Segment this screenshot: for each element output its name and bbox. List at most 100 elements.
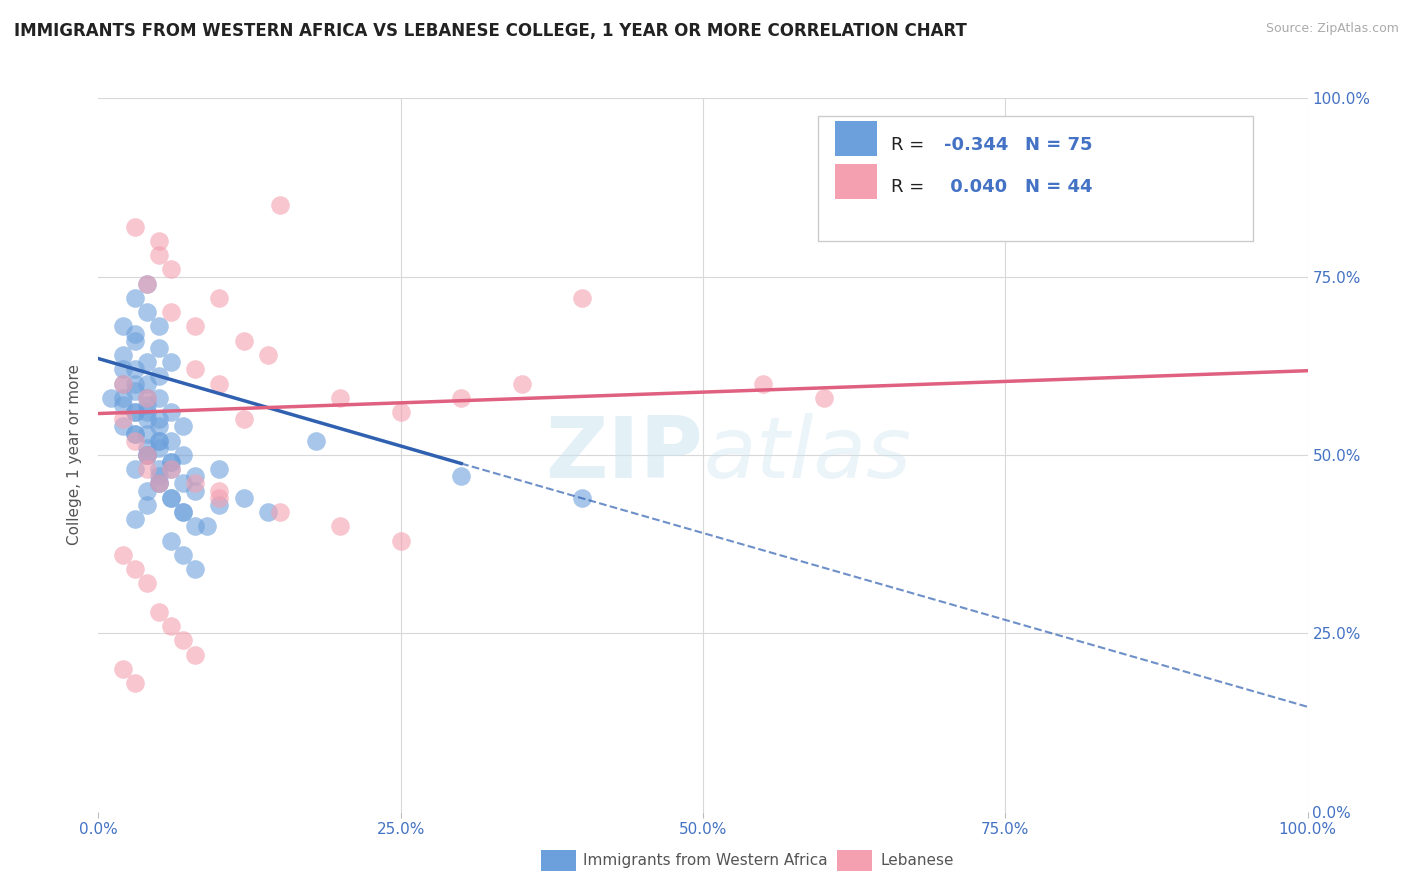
Point <box>160 462 183 476</box>
Point <box>160 355 183 369</box>
Point <box>111 319 134 334</box>
Point <box>269 198 291 212</box>
Point <box>135 277 157 291</box>
Text: Source: ZipAtlas.com: Source: ZipAtlas.com <box>1265 22 1399 36</box>
Point <box>208 483 231 498</box>
Point <box>450 391 472 405</box>
Point <box>135 426 157 441</box>
Point <box>450 469 472 483</box>
Text: Lebanese: Lebanese <box>880 854 953 868</box>
Point <box>184 562 207 576</box>
Point <box>135 398 157 412</box>
Point <box>571 491 593 505</box>
Point <box>124 376 146 391</box>
Point <box>135 355 157 369</box>
Point <box>148 469 170 483</box>
Point <box>232 412 254 426</box>
Point <box>172 505 194 519</box>
Point <box>148 341 170 355</box>
Point <box>148 476 170 491</box>
Text: N = 44: N = 44 <box>1025 178 1092 196</box>
Point <box>172 476 194 491</box>
Point <box>135 448 157 462</box>
Text: ZIP: ZIP <box>546 413 703 497</box>
Text: 0.040: 0.040 <box>945 178 1008 196</box>
Point <box>160 462 183 476</box>
Point <box>329 391 352 405</box>
Point <box>160 434 183 448</box>
Point <box>232 334 254 348</box>
Point <box>124 291 146 305</box>
Point <box>148 319 170 334</box>
Point <box>208 376 231 391</box>
Point <box>124 426 146 441</box>
Point <box>510 376 533 391</box>
Point <box>208 491 231 505</box>
Point <box>124 219 146 234</box>
Point <box>160 455 183 469</box>
Point <box>160 533 183 548</box>
Point <box>148 419 170 434</box>
Point <box>124 384 146 398</box>
Y-axis label: College, 1 year or more: College, 1 year or more <box>67 365 83 545</box>
Point <box>148 462 170 476</box>
Point <box>124 362 146 376</box>
Point <box>111 548 134 562</box>
Point <box>148 369 170 384</box>
Text: IMMIGRANTS FROM WESTERN AFRICA VS LEBANESE COLLEGE, 1 YEAR OR MORE CORRELATION C: IMMIGRANTS FROM WESTERN AFRICA VS LEBANE… <box>14 22 967 40</box>
Point <box>148 476 170 491</box>
Point <box>389 405 412 419</box>
Point <box>160 491 183 505</box>
Point <box>124 426 146 441</box>
Point <box>256 348 278 362</box>
Point <box>135 483 157 498</box>
Point <box>172 505 194 519</box>
Point <box>184 319 207 334</box>
Point <box>148 605 170 619</box>
Point <box>135 391 157 405</box>
Point <box>148 248 170 262</box>
Point <box>135 448 157 462</box>
Point <box>124 676 146 690</box>
Point <box>160 262 183 277</box>
Point <box>135 576 157 591</box>
Point <box>160 405 183 419</box>
Point <box>160 619 183 633</box>
Point <box>100 391 122 405</box>
Point <box>329 519 352 533</box>
Point <box>135 412 157 426</box>
Point <box>135 305 157 319</box>
Point <box>184 469 207 483</box>
Point <box>111 391 134 405</box>
Point <box>305 434 328 448</box>
Point <box>184 648 207 662</box>
Point <box>111 376 134 391</box>
Point <box>148 434 170 448</box>
Point <box>148 391 170 405</box>
Point <box>111 412 134 426</box>
Text: -0.344: -0.344 <box>945 136 1008 153</box>
Point <box>813 391 835 405</box>
Text: N = 75: N = 75 <box>1025 136 1092 153</box>
Point <box>111 419 134 434</box>
Point <box>160 491 183 505</box>
Point <box>232 491 254 505</box>
Point <box>389 533 412 548</box>
Point <box>184 362 207 376</box>
Point <box>172 548 194 562</box>
Point <box>148 434 170 448</box>
Point <box>124 512 146 526</box>
Point <box>135 448 157 462</box>
Point <box>195 519 218 533</box>
Point <box>124 405 146 419</box>
Point <box>148 441 170 455</box>
Point <box>111 362 134 376</box>
Point <box>124 434 146 448</box>
Point <box>111 662 134 676</box>
Point <box>111 376 134 391</box>
Point <box>269 505 291 519</box>
Point <box>135 498 157 512</box>
Point <box>208 291 231 305</box>
Point <box>172 633 194 648</box>
Point <box>148 412 170 426</box>
